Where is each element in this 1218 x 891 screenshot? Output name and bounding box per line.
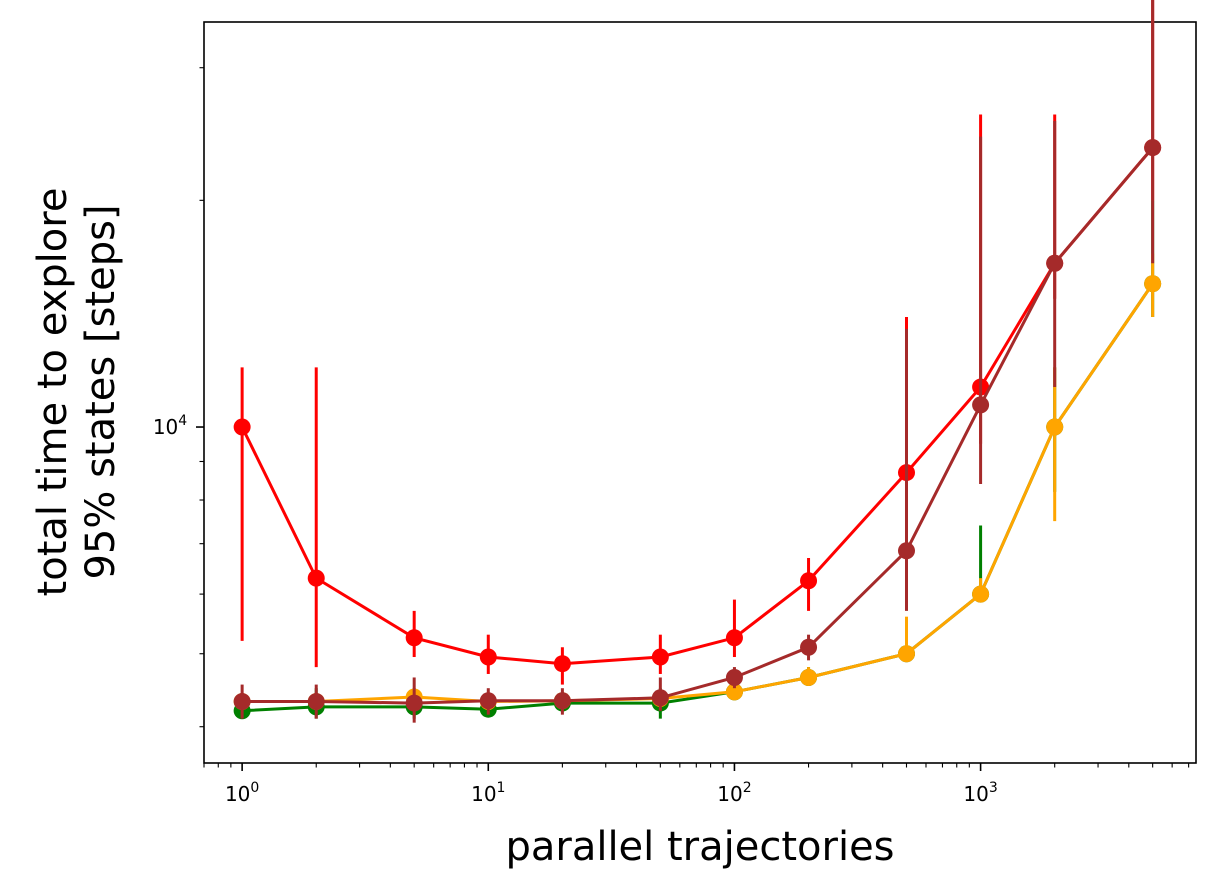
data-point (405, 694, 423, 712)
y-axis-label-line-2: 95% states [steps] (78, 204, 124, 579)
data-point (1046, 418, 1064, 436)
data-point (725, 683, 743, 701)
x-axis-label: parallel trajectories (505, 824, 894, 870)
series-line (240, 146, 1154, 666)
data-point (553, 692, 571, 710)
series-layer (233, 0, 1162, 723)
data-point (1144, 275, 1162, 293)
y-axis: 104 (153, 67, 204, 728)
plot-frame (203, 21, 1197, 764)
x-tick-label: 103 (963, 780, 997, 806)
y-axis-label: total time to explore 95% states [steps] (30, 188, 124, 597)
data-point (233, 418, 251, 436)
data-point (725, 668, 743, 686)
data-point (1144, 139, 1162, 157)
data-point (897, 542, 915, 560)
x-tick-label: 100 (225, 780, 259, 806)
data-point (405, 629, 423, 647)
data-point (307, 569, 325, 587)
series-line (242, 282, 1154, 704)
x-tick-label: 101 (471, 780, 505, 806)
data-point (972, 396, 990, 414)
data-point (800, 638, 818, 656)
plot-area (203, 0, 1197, 764)
data-point (1046, 254, 1064, 272)
data-point (800, 572, 818, 590)
x-tick-label: 102 (717, 780, 751, 806)
data-point (800, 668, 818, 686)
data-point (479, 692, 497, 710)
series-4 (233, 0, 1162, 723)
series-line (242, 146, 1154, 705)
data-point (972, 585, 990, 603)
data-point (553, 655, 571, 673)
x-axis: 100 101 102 103 (203, 763, 1190, 806)
data-point (307, 693, 325, 711)
data-point (233, 693, 251, 711)
data-point (897, 645, 915, 663)
data-point (651, 689, 669, 707)
data-point (479, 648, 497, 666)
y-axis-label-line-1: total time to explore (30, 188, 76, 597)
data-point (725, 629, 743, 647)
y-tick-label: 104 (153, 413, 187, 439)
data-point (651, 648, 669, 666)
